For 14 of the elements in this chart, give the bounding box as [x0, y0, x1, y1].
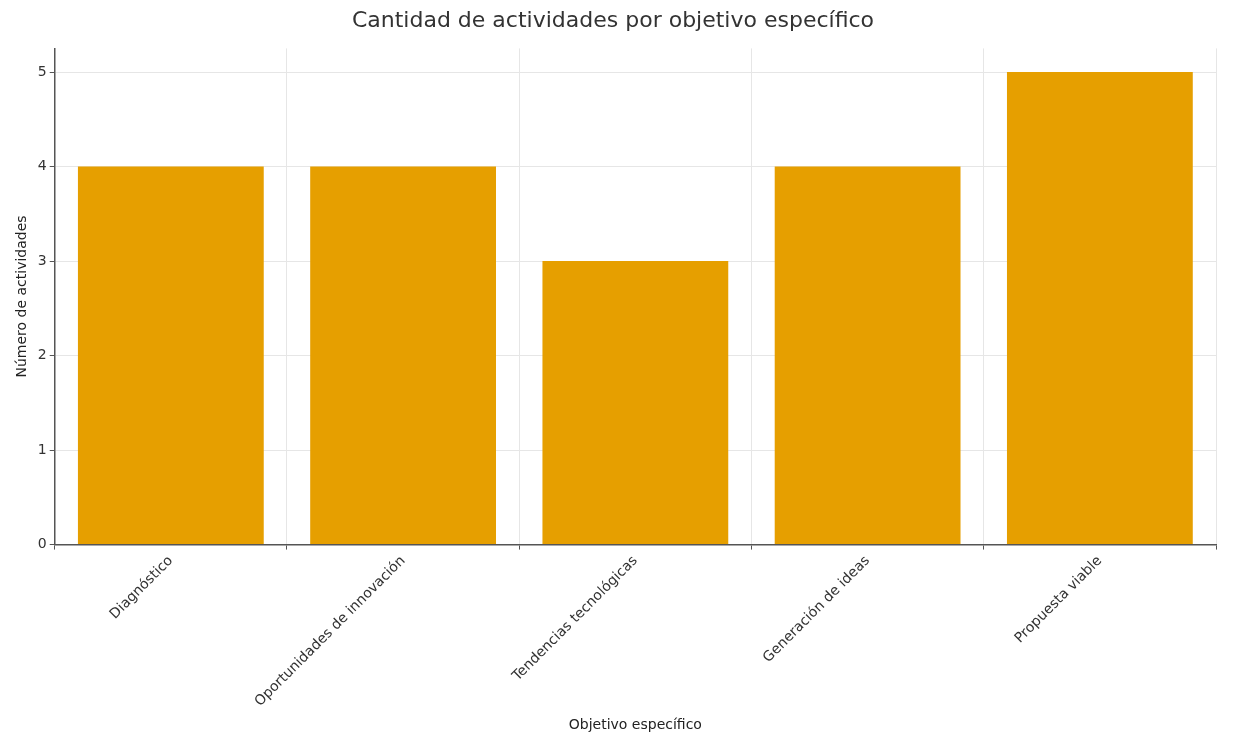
chart-title: Cantidad de actividades por objetivo específico [351, 6, 875, 32]
bar [1006, 72, 1193, 545]
bar [774, 166, 961, 545]
y-tick-label: 5 [37, 62, 47, 79]
bar [542, 261, 729, 545]
bar [310, 166, 496, 545]
y-tick-label: 1 [37, 440, 47, 457]
y-tick-label: 0 [37, 535, 47, 552]
x-axis-title: Objetivo específico [568, 716, 702, 733]
y-tick-label: 3 [37, 251, 47, 268]
y-axis-title: Número de actividades [13, 215, 30, 378]
y-tick-label: 2 [37, 346, 47, 363]
bar [77, 166, 264, 545]
y-tick-label: 4 [37, 157, 47, 174]
